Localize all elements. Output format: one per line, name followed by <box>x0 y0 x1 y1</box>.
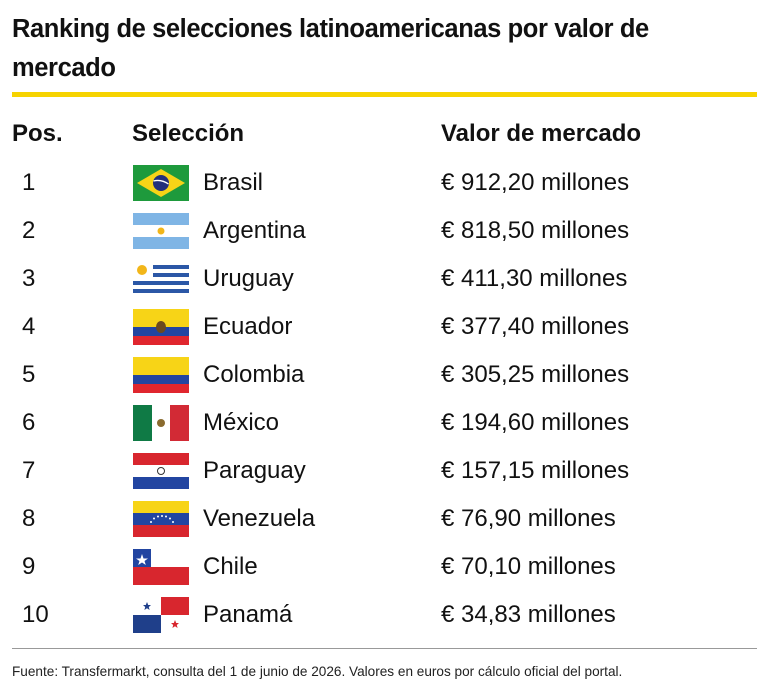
title-rule <box>12 92 757 97</box>
market-value: € 377,40 millones <box>441 313 630 340</box>
market-value: € 34,83 millones <box>441 601 616 628</box>
flag <box>133 309 189 345</box>
title: Ranking de selecciones latinoamericanas … <box>12 15 649 82</box>
position: 10 <box>22 601 49 628</box>
flag <box>133 165 189 201</box>
market-value: € 305,25 millones <box>441 361 630 388</box>
market-value: € 76,90 millones <box>441 505 616 532</box>
flag <box>133 261 189 297</box>
position: 1 <box>22 169 36 196</box>
column-header: Pos. <box>12 120 63 147</box>
country: Brasil <box>203 169 264 196</box>
flag <box>133 453 189 489</box>
flag <box>133 501 189 537</box>
position: 7 <box>22 457 36 484</box>
market-value: € 411,30 millones <box>441 265 628 292</box>
country: Venezuela <box>203 505 316 532</box>
country: México <box>203 409 280 436</box>
position: 5 <box>22 361 36 388</box>
position: 2 <box>22 217 36 244</box>
column-header: Valor de mercado <box>441 120 642 147</box>
source-note: Fuente: Transfermarkt, consulta del 1 de… <box>12 664 623 679</box>
flag <box>133 357 189 393</box>
market-value: € 70,10 millones <box>441 553 616 580</box>
position: 3 <box>22 265 36 292</box>
country: Ecuador <box>203 313 293 340</box>
flag <box>133 597 189 633</box>
country: Uruguay <box>203 265 294 292</box>
footer-rule <box>12 648 757 649</box>
market-value: € 818,50 millones <box>441 217 630 244</box>
country: Colombia <box>203 361 305 388</box>
country: Paraguay <box>203 457 306 484</box>
position: 8 <box>22 505 36 532</box>
country: Chile <box>203 553 258 580</box>
flag <box>133 405 189 441</box>
column-header: Selección <box>132 120 245 147</box>
position: 6 <box>22 409 36 436</box>
country: Panamá <box>203 601 293 628</box>
flag <box>133 549 189 585</box>
country: Argentina <box>203 217 306 244</box>
market-value: € 194,60 millones <box>441 409 630 436</box>
market-value: € 912,20 millones <box>441 169 630 196</box>
market-value: € 157,15 millones <box>441 457 630 484</box>
flag <box>133 213 189 249</box>
position: 4 <box>22 313 36 340</box>
position: 9 <box>22 553 36 580</box>
